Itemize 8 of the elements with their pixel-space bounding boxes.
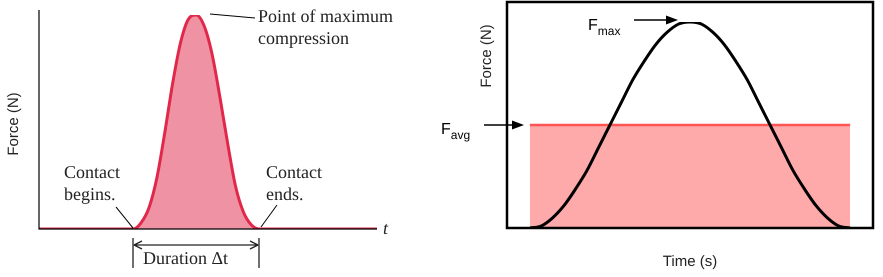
annotation: Contact begins. (64, 162, 120, 204)
y-axis-title: Force (N) (5, 92, 22, 156)
annotation: Contact ends. (266, 162, 322, 204)
y-axis-title: Force (N) (478, 24, 495, 88)
x-axis-title: t (383, 218, 389, 238)
x-axis-title: Time (s) (662, 253, 718, 270)
annotation: Point of maximum compression (258, 6, 393, 48)
text: Duration Δt (143, 248, 228, 268)
